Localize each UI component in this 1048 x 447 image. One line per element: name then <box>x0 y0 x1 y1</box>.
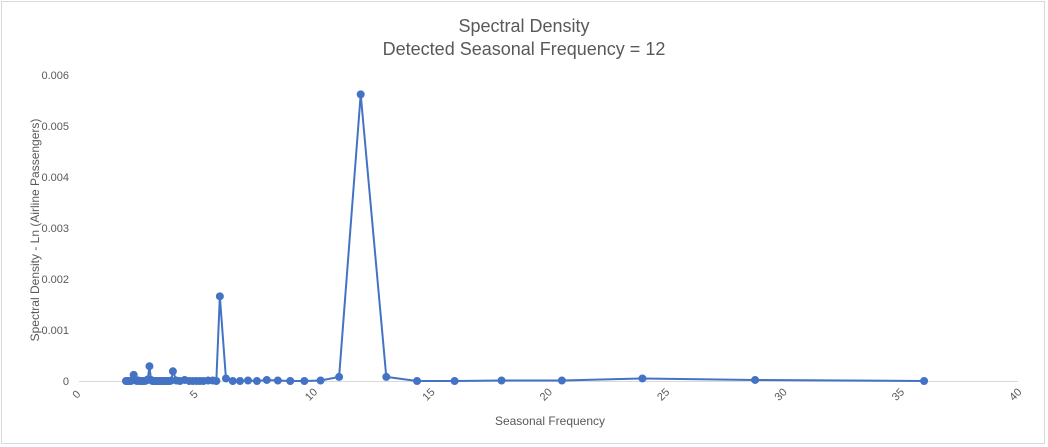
x-tick-label: 40 <box>1007 386 1024 403</box>
data-point <box>145 362 154 371</box>
data-point <box>316 376 325 385</box>
data-point <box>335 372 344 381</box>
series-points <box>121 90 929 385</box>
data-point <box>228 377 237 385</box>
y-tick-label: 0 <box>63 376 69 388</box>
x-tick-label: 25 <box>655 386 672 403</box>
data-point <box>244 376 253 385</box>
series-line <box>125 93 925 382</box>
data-point <box>413 377 422 385</box>
y-tick-label: 0.005 <box>41 121 69 133</box>
data-point <box>215 292 224 301</box>
data-point <box>252 377 261 385</box>
y-tick-label: 0.006 <box>41 70 69 82</box>
y-axis-title: Spectral Density - Ln (Airline Passenger… <box>28 119 42 342</box>
data-point <box>212 377 221 385</box>
x-tick-label: 35 <box>890 386 907 403</box>
chart-title: Spectral Density <box>458 16 589 36</box>
data-point <box>236 377 245 385</box>
data-point <box>286 377 295 385</box>
y-axis-ticks: 0 0.001 0.002 0.003 0.004 0.005 0.006 <box>41 70 69 388</box>
x-tick-label: 0 <box>70 388 83 401</box>
x-tick-label: 20 <box>538 386 555 403</box>
data-point <box>262 375 271 384</box>
data-point <box>557 376 566 385</box>
x-axis-ticks: 0 5 10 15 20 25 30 35 40 <box>70 386 1024 403</box>
data-point <box>751 375 760 384</box>
x-tick-label: 15 <box>420 386 437 403</box>
y-tick-label: 0.004 <box>41 172 69 184</box>
x-axis-title: Seasonal Frequency <box>495 414 605 428</box>
data-point <box>920 377 929 385</box>
data-point <box>273 376 282 385</box>
y-tick-label: 0.002 <box>41 274 69 286</box>
data-point <box>168 367 177 376</box>
x-tick-label: 5 <box>188 388 201 401</box>
chart-subtitle: Detected Seasonal Frequency = 12 <box>383 39 666 59</box>
data-point <box>497 376 506 385</box>
data-point <box>356 90 365 99</box>
y-tick-label: 0.001 <box>41 325 69 337</box>
y-tick-label: 0.003 <box>41 223 69 235</box>
x-tick-label: 10 <box>303 386 320 403</box>
data-point <box>300 377 309 385</box>
data-point <box>450 377 459 385</box>
data-point <box>638 374 647 383</box>
x-tick-label: 30 <box>773 386 790 403</box>
data-point <box>221 374 230 383</box>
data-point <box>382 372 391 381</box>
